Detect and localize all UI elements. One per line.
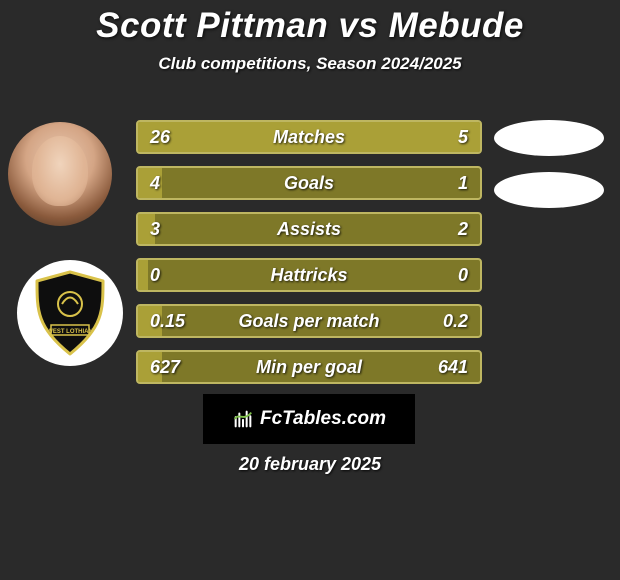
stat-label: Goals bbox=[218, 173, 400, 194]
stat-left-value: 4 bbox=[138, 173, 218, 194]
stat-right-value: 641 bbox=[400, 357, 480, 378]
fctables-logo-icon bbox=[232, 408, 254, 430]
stat-row: 26Matches5 bbox=[136, 120, 482, 154]
club-badge-right-placeholder bbox=[494, 172, 604, 208]
shield-icon: WEST LOTHIAN bbox=[31, 269, 109, 357]
stat-row: 3Assists2 bbox=[136, 212, 482, 246]
stat-left-value: 26 bbox=[138, 127, 218, 148]
stat-row: 0Hattricks0 bbox=[136, 258, 482, 292]
stat-label: Min per goal bbox=[218, 357, 400, 378]
stats-container: 26Matches5 4Goals1 3Assists2 0Hattricks0 0.1… bbox=[136, 120, 482, 396]
stat-left-value: 3 bbox=[138, 219, 218, 240]
stat-row: 627Min per goal641 bbox=[136, 350, 482, 384]
fctables-watermark: FcTables.com bbox=[203, 394, 415, 444]
stat-row: 4Goals1 bbox=[136, 166, 482, 200]
subtitle: Club competitions, Season 2024/2025 bbox=[0, 54, 620, 74]
stat-left-value: 627 bbox=[138, 357, 218, 378]
stat-right-value: 2 bbox=[400, 219, 480, 240]
stat-right-value: 0 bbox=[400, 265, 480, 286]
date-text: 20 february 2025 bbox=[0, 454, 620, 475]
page-title: Scott Pittman vs Mebude bbox=[0, 0, 620, 46]
svg-text:WEST LOTHIAN: WEST LOTHIAN bbox=[47, 329, 93, 335]
stat-label: Assists bbox=[218, 219, 400, 240]
stat-right-value: 5 bbox=[400, 127, 480, 148]
stat-label: Hattricks bbox=[218, 265, 400, 286]
player-avatar-left bbox=[8, 122, 112, 226]
stat-row: 0.15Goals per match0.2 bbox=[136, 304, 482, 338]
stat-left-value: 0 bbox=[138, 265, 218, 286]
stat-left-value: 0.15 bbox=[138, 311, 218, 332]
stat-right-value: 1 bbox=[400, 173, 480, 194]
fctables-label: FcTables.com bbox=[260, 408, 386, 430]
stat-right-value: 0.2 bbox=[400, 311, 480, 332]
stat-label: Goals per match bbox=[218, 311, 400, 332]
player-avatar-right-placeholder bbox=[494, 120, 604, 156]
club-badge-left: WEST LOTHIAN bbox=[17, 260, 123, 366]
stat-label: Matches bbox=[218, 127, 400, 148]
